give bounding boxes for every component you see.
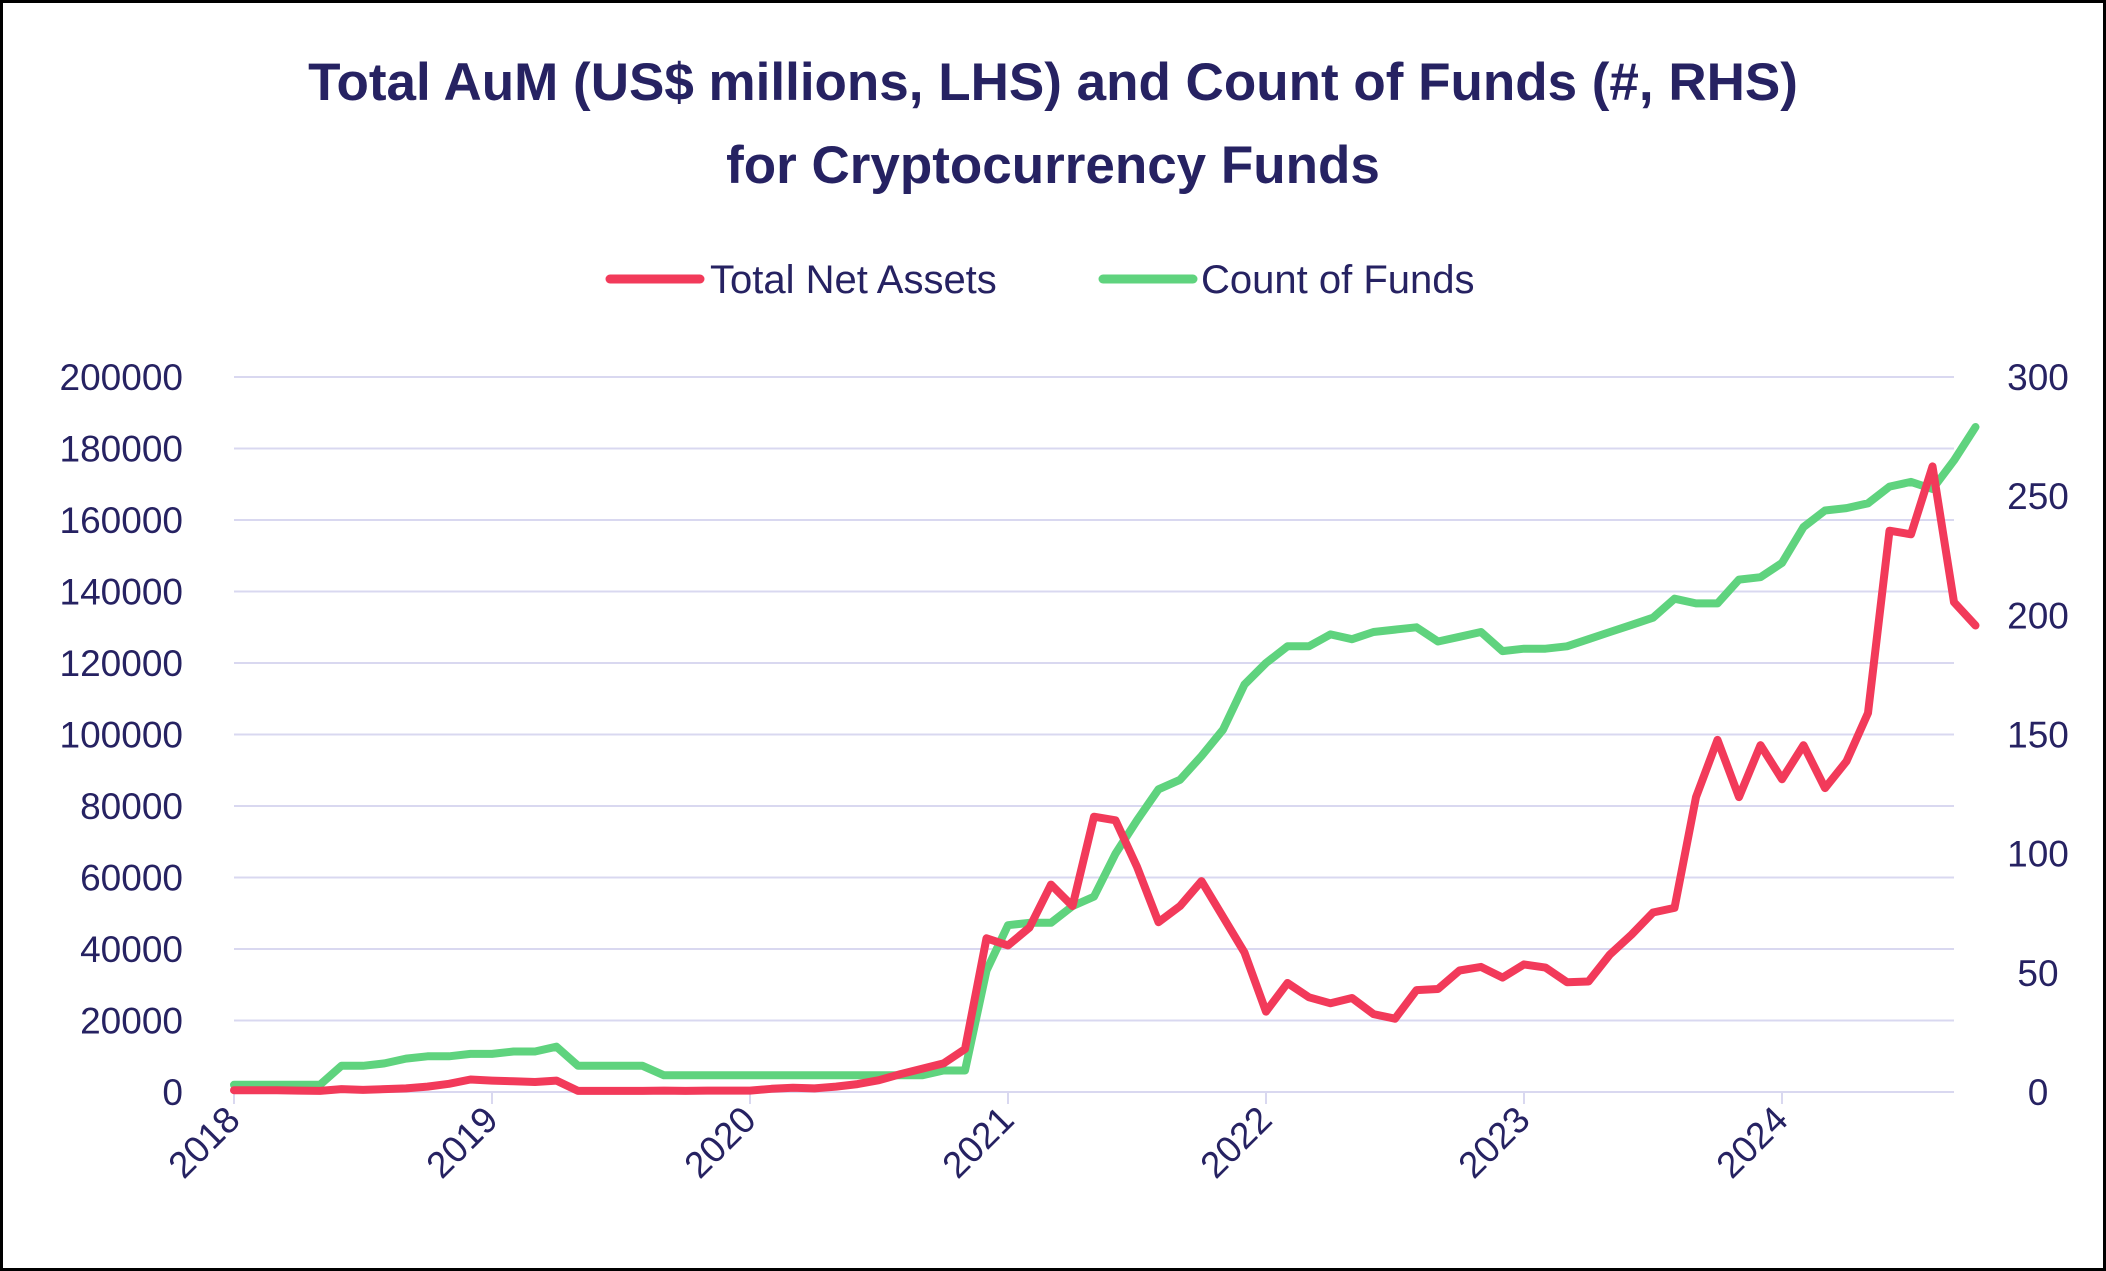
left-y-tick-label: 60000 [80,858,183,899]
series-line-count-of-funds [230,423,1980,1089]
x-tick-label: 2023 [1450,1099,1537,1186]
series-line-total-net-assets [230,462,1980,1095]
right-y-tick-label: 250 [2007,476,2069,517]
right-y-tick-label: 0 [2028,1072,2049,1113]
right-y-tick-label: 200 [2007,595,2069,636]
right-y-tick-label: 100 [2007,834,2069,875]
left-y-tick-label: 160000 [60,500,183,541]
right-y-tick-label: 150 [2007,715,2069,756]
legend-label-count-of-funds: Count of Funds [1201,258,1475,302]
legend-label-total-net-assets: Total Net Assets [710,258,997,302]
x-tick-label: 2019 [418,1099,505,1186]
left-y-tick-label: 180000 [60,429,183,470]
left-y-tick-label: 200000 [60,357,183,398]
x-tick-label: 2020 [676,1099,763,1186]
left-y-axis-ticks: 0 20000 40000 60000 80000 100000 120000 140000 1… [60,357,183,1113]
legend: Total Net Assets Count of Funds [605,258,1475,302]
right-y-tick-label: 300 [2007,357,2069,398]
left-y-tick-label: 20000 [80,1001,183,1042]
left-y-tick-label: 120000 [60,643,183,684]
right-y-tick-label: 50 [2017,953,2058,994]
chart-title-line-2: for Cryptocurrency Funds [726,136,1380,195]
left-y-tick-label: 80000 [80,786,183,827]
x-tick-label: 2022 [1192,1099,1279,1186]
chart-title-line-1: Total AuM (US$ millions, LHS) and Count … [308,53,1798,112]
series-lines [230,423,1980,1095]
x-tick-label: 2024 [1708,1099,1795,1186]
x-axis-ticks: 2018 2019 2020 2021 2022 2023 2024 [160,1091,1954,1186]
left-y-tick-label: 140000 [60,572,183,613]
gridlines [234,376,1954,1093]
x-tick-label: 2021 [934,1099,1021,1186]
left-y-tick-label: 100000 [60,715,183,756]
left-y-tick-label: 40000 [80,929,183,970]
dual-axis-line-chart: Total AuM (US$ millions, LHS) and Count … [60,53,2069,1186]
right-y-axis-ticks: 0 50 100 150 200 250 300 [2007,357,2069,1113]
left-y-tick-label: 0 [162,1072,183,1113]
